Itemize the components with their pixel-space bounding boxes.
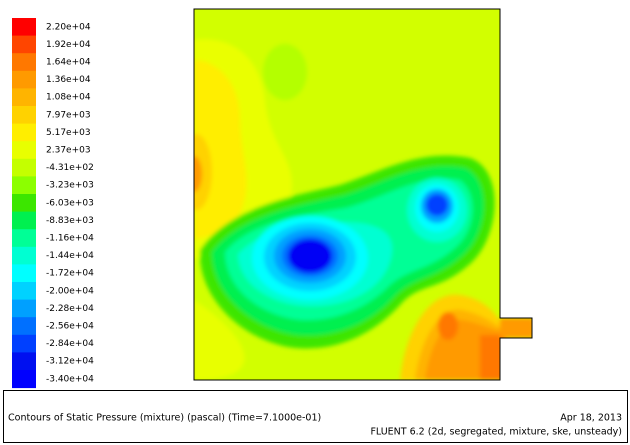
legend-label: 1.36e+04 [46,75,91,85]
legend-label: -1.44e+04 [46,251,94,261]
domain-outline [193,8,533,381]
legend-label: 7.97e+03 [46,110,91,120]
caption-box [3,390,628,443]
legend-swatch [12,229,36,248]
legend-label: 2.37e+03 [46,146,91,156]
caption-title: Contours of Static Pressure (mixture) (p… [8,413,321,424]
legend-swatch [12,264,36,283]
legend-label: -4.31e+02 [46,163,94,173]
legend-label: -8.83e+03 [46,216,94,226]
legend-swatch [12,88,36,107]
legend-label: -2.56e+04 [46,322,94,332]
color-legend: 2.20e+04 1.92e+04 1.64e+04 1.36e+04 1.08e+04… [12,18,94,389]
legend-label: 2.20e+04 [46,22,91,32]
legend-swatch [12,334,36,353]
legend-label: -3.40e+04 [46,374,94,384]
caption-date: Apr 18, 2013 [560,413,622,424]
legend-swatch [12,282,36,301]
legend-swatch [12,18,36,37]
legend-swatch [12,53,36,72]
legend-label: 1.92e+04 [46,40,91,50]
legend-swatch [12,123,36,142]
legend-label: -3.12e+04 [46,357,94,367]
legend-swatch [12,246,36,265]
legend-label: -3.23e+03 [46,181,94,191]
legend-swatch [12,352,36,371]
caption-solver: FLUENT 6.2 (2d, segregated, mixture, ske… [370,427,622,438]
legend-label: 1.08e+04 [46,93,91,103]
legend-label: -1.16e+04 [46,234,94,244]
legend-swatch [12,176,36,195]
legend-swatch [12,35,36,54]
legend-swatch [12,299,36,318]
legend-swatch [12,370,36,389]
legend-label: 5.17e+03 [46,128,91,138]
legend-label: -6.03e+03 [46,198,94,208]
legend-label: 1.64e+04 [46,58,91,68]
contour-field [194,9,532,380]
legend-label: -1.72e+04 [46,269,94,279]
legend-label: -2.84e+04 [46,339,94,349]
legend-swatch [12,70,36,89]
legend-label: -2.00e+04 [46,286,94,296]
legend-swatch [12,317,36,336]
legend-swatch [12,211,36,230]
legend-swatch [12,141,36,160]
legend-swatch [12,158,36,177]
legend-swatch [12,106,36,125]
legend-label: -2.28e+04 [46,304,94,314]
legend-swatch [12,194,36,213]
